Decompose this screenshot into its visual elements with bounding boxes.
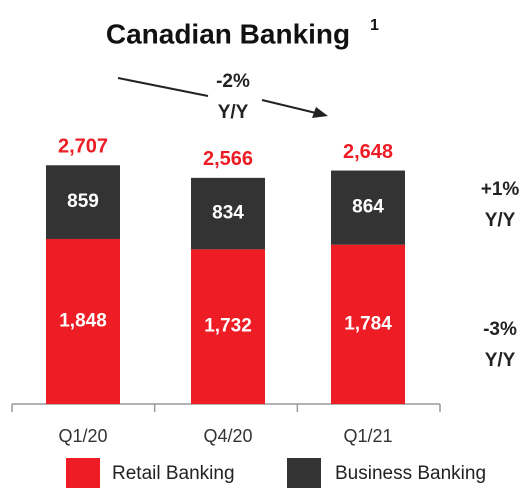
total-label: 2,566	[203, 148, 253, 170]
legend-label: Business Banking	[335, 463, 486, 484]
bar-segment	[331, 244, 405, 404]
legend-label: Retail Banking	[112, 463, 235, 484]
arrow-head	[312, 107, 328, 118]
segment-label: 1,784	[344, 313, 392, 334]
segment-label: 834	[212, 203, 244, 224]
bar-segment	[331, 170, 405, 245]
annotation-line	[117, 77, 209, 97]
annotation: +1%	[481, 179, 520, 200]
x-tick-label: Q1/21	[343, 426, 392, 446]
annotation: Y/Y	[485, 210, 516, 231]
title-footnote: 1	[370, 17, 379, 34]
legend-swatch	[287, 458, 321, 488]
segment-label: 1,848	[59, 311, 107, 332]
segment-label: 1,732	[204, 316, 252, 337]
annotation: -3%	[483, 319, 517, 340]
total-label: 2,707	[58, 136, 108, 158]
legend-swatch	[66, 458, 100, 488]
bar-segment	[46, 238, 120, 404]
bar-segment	[46, 165, 120, 239]
bar-segment	[191, 249, 265, 404]
x-tick-label: Q1/20	[58, 426, 107, 446]
segment-label: 864	[352, 197, 384, 218]
bar-segment	[191, 177, 265, 250]
chart-title: Canadian Banking	[106, 18, 350, 49]
annotation: Y/Y	[485, 350, 516, 371]
segment-label: 859	[67, 191, 99, 212]
annotation: -2%	[216, 71, 250, 92]
total-label: 2,648	[343, 141, 393, 163]
x-tick-label: Q4/20	[203, 426, 252, 446]
annotation-arrow	[261, 99, 317, 114]
annotation: Y/Y	[218, 102, 249, 123]
